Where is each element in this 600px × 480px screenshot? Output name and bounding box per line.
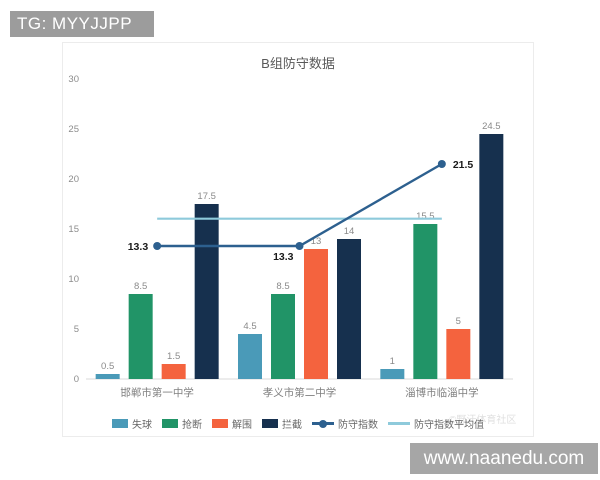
watermark-banner-bottom-right: www.naanedu.com xyxy=(410,443,598,474)
bar-data-label: 17.5 xyxy=(197,191,216,202)
bar-data-label: 15.5 xyxy=(416,211,435,222)
bar-data-label: 8.5 xyxy=(134,281,147,292)
legend-swatch-bar xyxy=(112,419,128,428)
x-category-label: 淄博市临淄中学 xyxy=(405,386,479,399)
legend-swatch-bar xyxy=(212,419,228,428)
legend-item-解围: 解围 xyxy=(212,416,252,431)
legend-label: 防守指数 xyxy=(338,420,378,431)
bar-失球 xyxy=(95,374,120,379)
bar-拦截 xyxy=(479,134,504,379)
y-tick-label: 15 xyxy=(68,224,79,235)
legend-item-拦截: 拦截 xyxy=(262,416,302,431)
legend-item-抢断: 抢断 xyxy=(162,416,202,431)
y-tick-label: 30 xyxy=(68,74,79,85)
bar-data-label: 8.5 xyxy=(276,281,289,292)
watermark-bottom-right-text: www.naanedu.com xyxy=(423,448,585,469)
watermark-banner-top-left: TG: MYYJJPP xyxy=(10,11,154,37)
bar-data-label: 13 xyxy=(311,236,322,247)
legend-label: 抢断 xyxy=(182,420,202,431)
legend-item-防守指数平均值: 防守指数平均值 xyxy=(388,416,484,431)
bar-data-label: 5 xyxy=(456,316,461,327)
line-data-label: 13.3 xyxy=(128,241,149,253)
watermark-top-left-text: TG: MYYJJPP xyxy=(17,14,133,33)
bar-解围 xyxy=(446,329,471,379)
bar-抢断 xyxy=(413,224,438,379)
legend-label: 解围 xyxy=(232,420,252,431)
chart-title: B组防守数据 xyxy=(261,56,335,71)
y-tick-label: 20 xyxy=(68,174,79,185)
watermark-stamp: ©野汗体育社区 xyxy=(449,415,517,426)
legend-label: 防守指数平均值 xyxy=(414,420,484,431)
bar-data-label: 24.5 xyxy=(482,121,501,132)
legend-swatch-bar xyxy=(262,419,278,428)
line-data-label: 21.5 xyxy=(453,159,474,171)
legend-item-防守指数: 防守指数 xyxy=(312,416,378,431)
legend-marker-dot xyxy=(319,419,327,428)
legend-label: 失球 xyxy=(132,420,152,431)
line-marker xyxy=(295,242,304,250)
legend-swatch-line-marker xyxy=(312,419,334,428)
bar-解围 xyxy=(161,364,186,379)
x-category-label: 邯郸市第一中学 xyxy=(120,386,194,399)
line-data-label: 13.3 xyxy=(273,251,294,263)
line-marker xyxy=(153,242,162,250)
bar-抢断 xyxy=(128,294,153,379)
bar-抢断 xyxy=(271,294,295,379)
bar-data-label: 1.5 xyxy=(167,351,180,362)
y-tick-label: 0 xyxy=(74,374,79,385)
bar-解围 xyxy=(304,249,328,379)
bar-拦截 xyxy=(337,239,361,379)
chart-legend: 失球 抢断 解围 拦截 防守指数 防守指数平均值 xyxy=(63,416,533,431)
bar-data-label: 0.5 xyxy=(101,361,114,372)
y-tick-label: 25 xyxy=(68,124,79,135)
bar-失球 xyxy=(380,369,405,379)
legend-item-失球: 失球 xyxy=(112,416,152,431)
chart-plot-area: 0 5 10 15 20 25 30 0.5 4.5 1 8.5 8.5 15.5 1.5 13 5 17.5 1… xyxy=(68,74,513,399)
chart-panel: B组防守数据 0 5 10 15 20 25 30 0.5 4.5 1 8.5 8.5 15.5 1.5 1… xyxy=(62,42,534,437)
x-category-label: 孝义市第二中学 xyxy=(263,386,337,399)
bar-失球 xyxy=(238,334,262,379)
bar-data-label: 4.5 xyxy=(243,321,256,332)
legend-label: 拦截 xyxy=(282,420,302,431)
legend-swatch-line xyxy=(388,422,410,425)
line-marker xyxy=(437,160,446,168)
bar-拦截 xyxy=(194,204,219,379)
bar-data-label: 14 xyxy=(344,226,355,237)
y-tick-label: 5 xyxy=(74,324,79,335)
bar-data-label: 1 xyxy=(390,356,395,367)
y-tick-label: 10 xyxy=(68,274,79,285)
legend-swatch-bar xyxy=(162,419,178,428)
